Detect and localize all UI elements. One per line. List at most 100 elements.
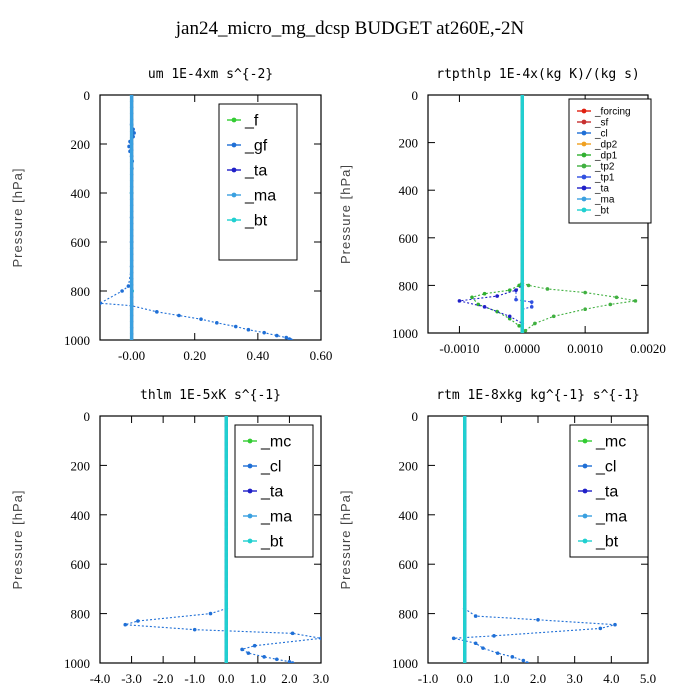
y-tick-label: 0 xyxy=(84,409,91,424)
data-point xyxy=(129,301,134,305)
data-point xyxy=(463,488,467,492)
y-axis-label: Pressure [hPa] xyxy=(10,490,25,590)
data-point xyxy=(482,291,487,296)
data-point xyxy=(520,164,524,168)
data-point xyxy=(520,325,524,329)
data-point xyxy=(551,314,556,319)
data-point xyxy=(463,463,467,467)
data-point xyxy=(224,507,228,511)
legend-label: _ma xyxy=(244,188,276,205)
data-point xyxy=(463,416,467,418)
data-layer xyxy=(451,416,617,663)
y-tick-label: 200 xyxy=(71,137,91,152)
y-tick-label: 200 xyxy=(71,458,91,473)
legend-label: _ma xyxy=(595,509,627,526)
legend-label: _mc xyxy=(595,434,626,451)
legend-marker xyxy=(247,438,253,444)
data-point xyxy=(224,599,228,603)
panel-title: rtpthlp 1E-4x(kg K)/(kg s) xyxy=(436,67,640,82)
y-tick-label: 1000 xyxy=(392,656,418,671)
data-point xyxy=(246,651,251,655)
data-point xyxy=(520,236,524,240)
legend-marker xyxy=(581,163,587,169)
data-point xyxy=(463,593,467,597)
data-point xyxy=(155,310,159,314)
data-point xyxy=(463,531,467,535)
data-point xyxy=(129,332,134,336)
data-point xyxy=(463,482,467,486)
data-point xyxy=(517,283,521,288)
data-point xyxy=(177,313,181,318)
data-point xyxy=(129,136,134,140)
y-tick-label: 1000 xyxy=(392,326,418,341)
panel-3: thlm 1E-5xK s^{-1} Pressure [hPa] 0 200 400 6… xyxy=(10,388,329,686)
legend-label: _ta xyxy=(594,184,609,195)
data-point xyxy=(520,230,524,234)
data-point xyxy=(457,299,462,303)
data-point xyxy=(463,469,467,474)
data-point xyxy=(224,593,228,597)
data-point xyxy=(224,661,228,663)
data-point xyxy=(473,614,478,618)
data-point xyxy=(463,581,467,585)
x-tick-label: 0.0000 xyxy=(504,341,540,356)
data-point xyxy=(129,99,134,103)
y-tick-label: 0 xyxy=(412,409,419,424)
legend-label: _cl xyxy=(594,129,608,140)
legend: _f _gf _ta _ma _bt xyxy=(218,103,298,261)
data-point xyxy=(520,277,524,282)
legend-label: _tp2 xyxy=(594,162,615,173)
data-point xyxy=(463,587,467,591)
data-point xyxy=(529,300,534,304)
data-point xyxy=(224,500,228,505)
data-point xyxy=(275,657,279,662)
data-point xyxy=(129,191,134,195)
x-tick-label: 1.0 xyxy=(493,671,509,686)
data-layer xyxy=(457,95,638,333)
data-point xyxy=(224,488,228,492)
data-point xyxy=(129,185,134,189)
data-point xyxy=(129,179,134,183)
data-point xyxy=(520,271,524,276)
data-point xyxy=(463,661,467,663)
data-point xyxy=(129,271,134,275)
panel-title: um 1E-4xm s^{-2} xyxy=(148,67,273,82)
legend-label: _dp2 xyxy=(594,140,618,151)
y-tick-label: 400 xyxy=(71,508,91,523)
legend-marker xyxy=(247,463,253,469)
data-point xyxy=(463,537,467,542)
data-point xyxy=(598,626,603,631)
legend-label: _ma xyxy=(594,195,615,206)
data-point xyxy=(463,655,467,659)
series-line-cl xyxy=(453,416,616,663)
data-point xyxy=(463,507,467,511)
data-point xyxy=(463,612,467,616)
data-point xyxy=(463,642,467,647)
y-tick-label: 0 xyxy=(412,88,419,103)
data-point xyxy=(520,129,524,133)
data-point xyxy=(463,420,467,424)
data-point xyxy=(136,619,140,623)
legend-marker xyxy=(231,167,237,173)
data-point xyxy=(523,328,528,333)
data-point xyxy=(533,321,537,326)
data-point xyxy=(284,335,289,340)
data-point xyxy=(224,482,228,486)
y-axis-label: Pressure [hPa] xyxy=(10,168,25,268)
legend-marker xyxy=(581,185,587,191)
y-axis-label: Pressure [hPa] xyxy=(338,490,353,590)
y-tick-label: 400 xyxy=(399,183,419,198)
data-point xyxy=(495,294,499,298)
data-point xyxy=(127,144,131,149)
data-point xyxy=(520,224,524,228)
legend-marker xyxy=(231,142,237,148)
data-point xyxy=(275,333,279,338)
data-point xyxy=(545,287,550,291)
data-point xyxy=(224,649,228,653)
data-point xyxy=(129,142,134,146)
legend-label: _bt xyxy=(244,213,268,230)
data-point xyxy=(120,289,124,293)
x-tick-label: -3.0 xyxy=(121,671,142,686)
data-point xyxy=(100,301,102,306)
data-point xyxy=(129,160,134,164)
